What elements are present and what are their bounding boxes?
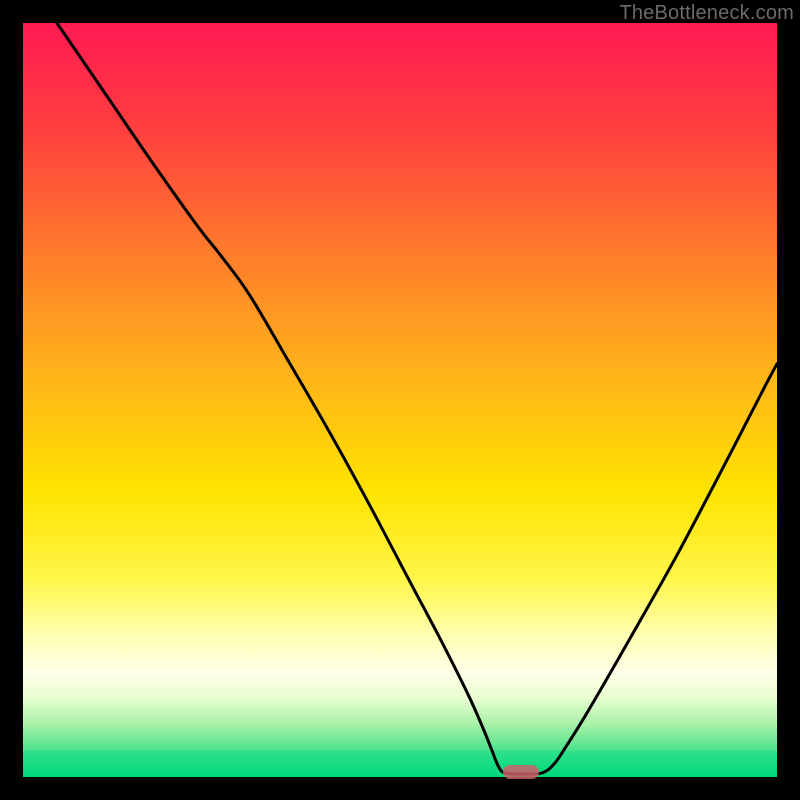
plot-area — [23, 23, 777, 777]
curve-path — [57, 23, 777, 774]
chart-container: TheBottleneck.com — [0, 0, 800, 800]
watermark-label: TheBottleneck.com — [619, 2, 794, 25]
bottleneck-curve — [23, 23, 777, 777]
optimal-marker — [503, 765, 539, 779]
